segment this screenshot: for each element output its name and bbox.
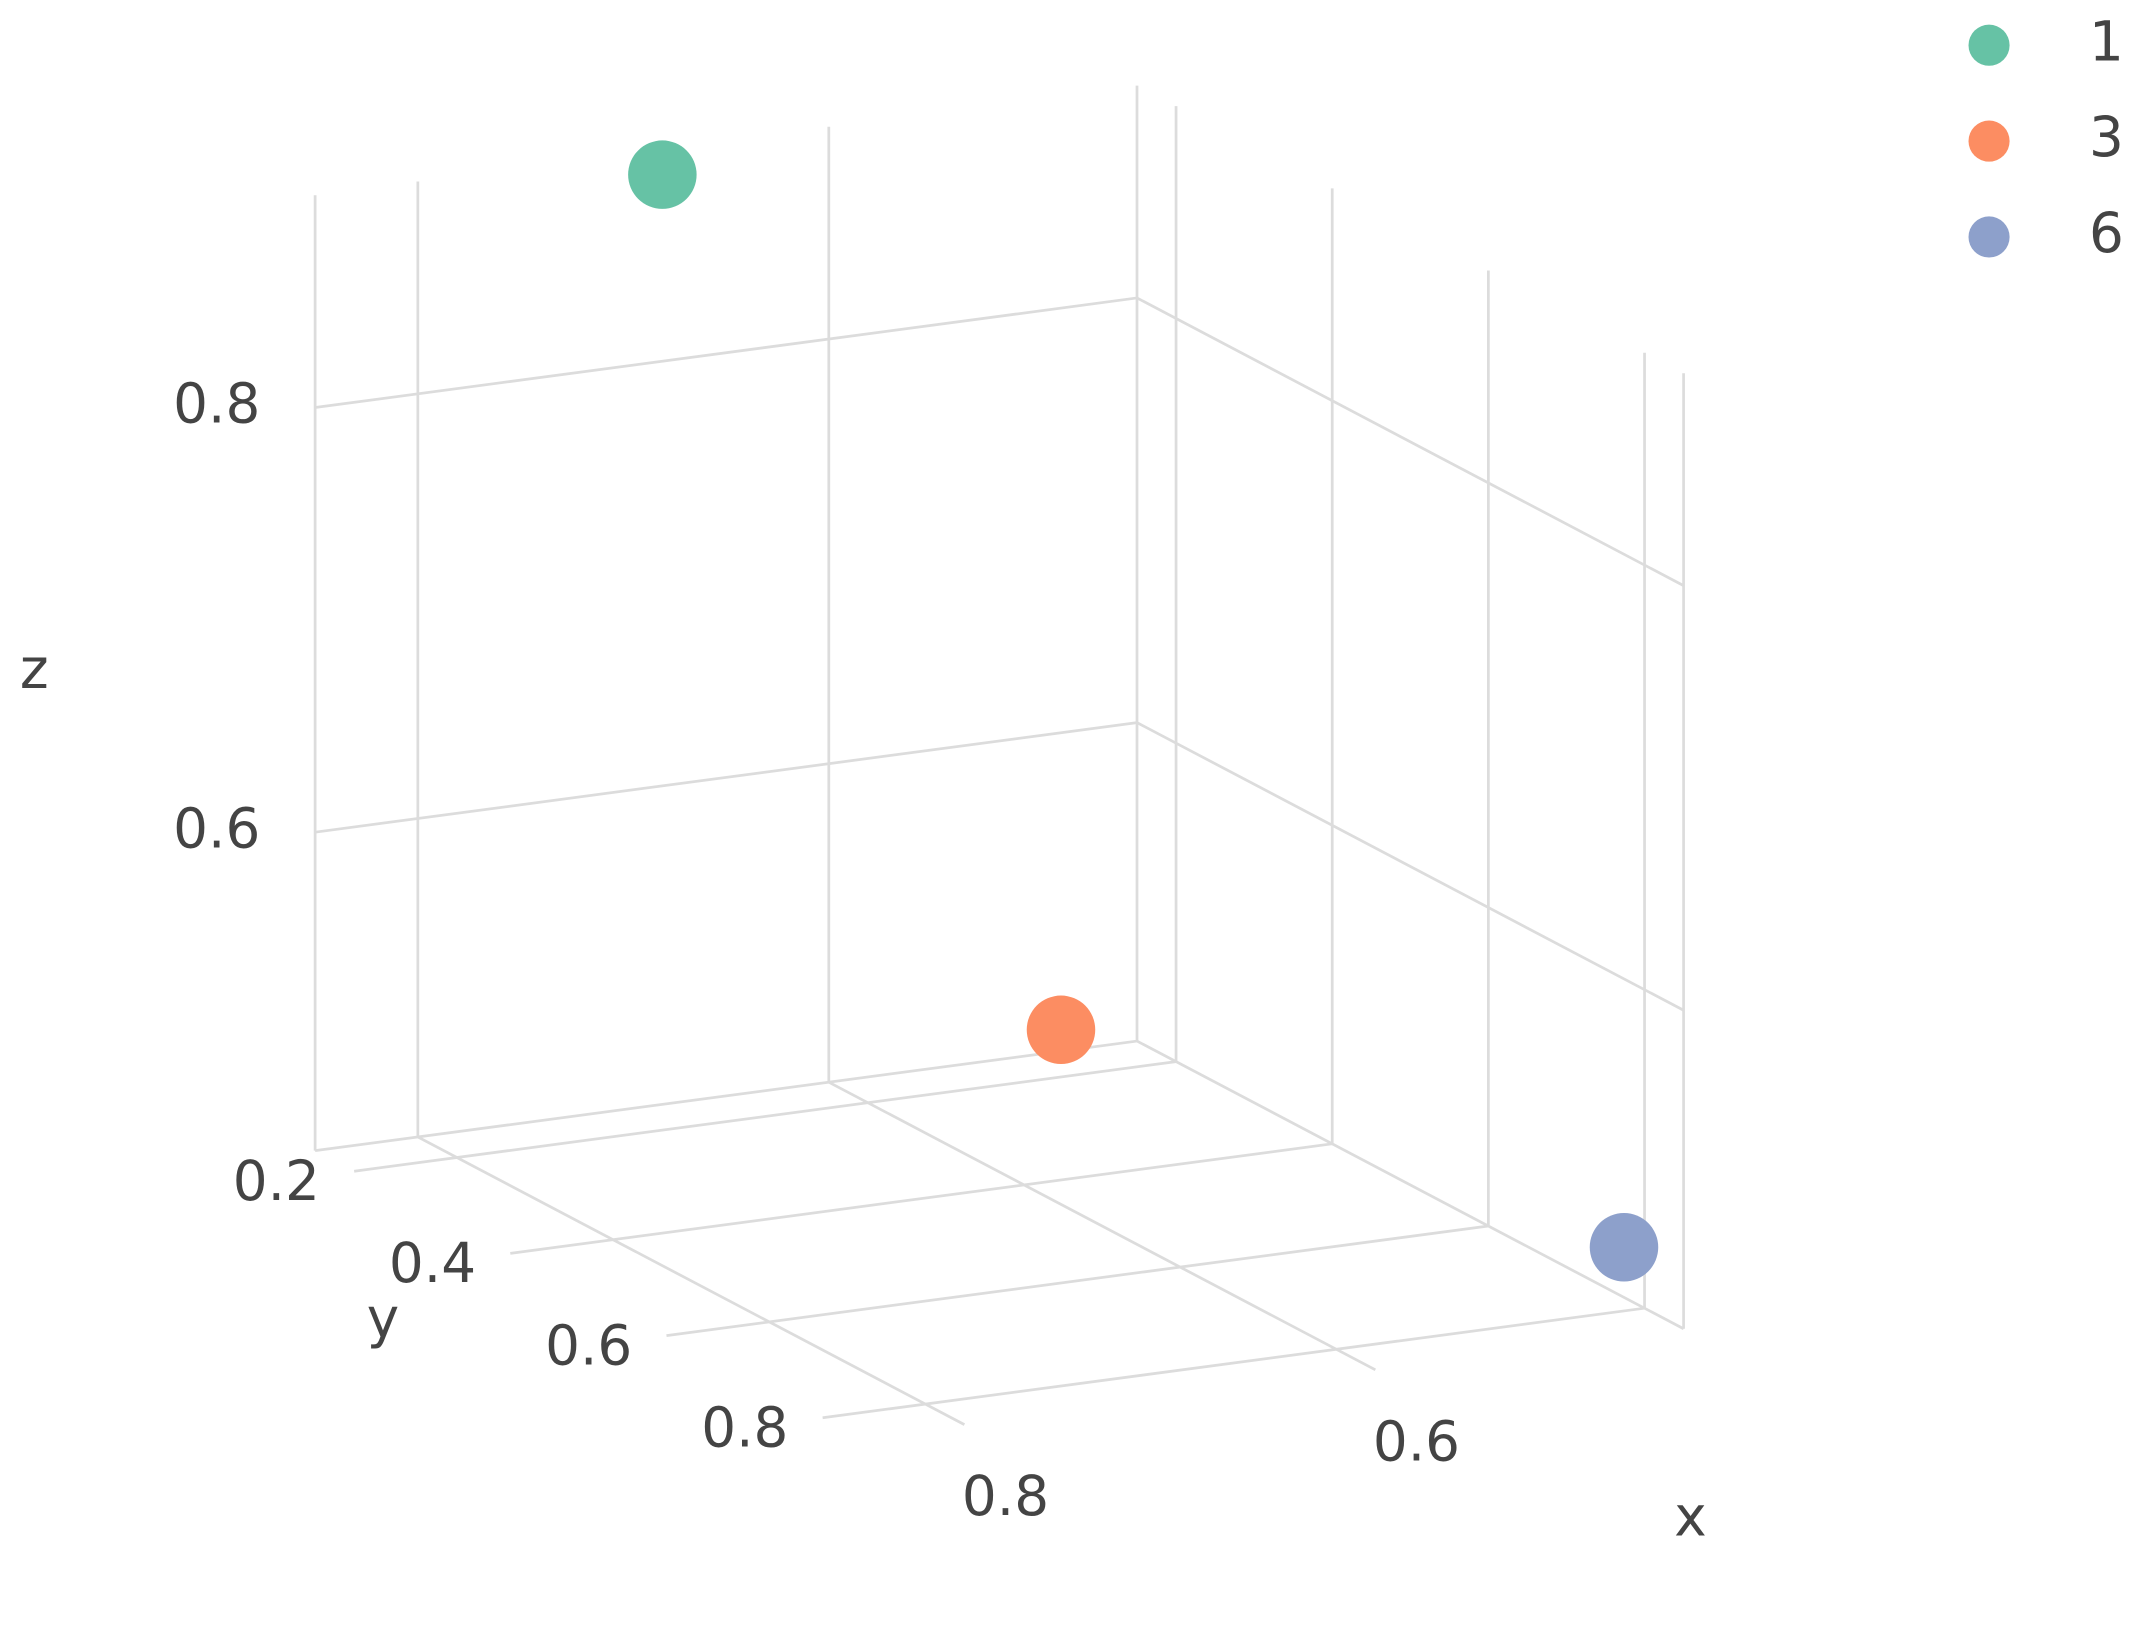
y-grid-line xyxy=(822,1306,1645,1420)
z-tick-label: 0.8 xyxy=(173,372,260,436)
z-grid-line xyxy=(1136,721,1685,1012)
box-edge xyxy=(1136,1039,1685,1330)
y-axis-title: y xyxy=(367,1286,399,1350)
y-tick-label: 0.6 xyxy=(545,1313,632,1377)
x-axis-title: x xyxy=(1674,1485,1706,1549)
legend-label[interactable]: 3 xyxy=(2089,105,2124,169)
z-grid-line xyxy=(314,721,1138,834)
legend-marker[interactable] xyxy=(1968,216,2010,258)
y-grid-line xyxy=(666,1224,1489,1337)
box-edge xyxy=(314,1039,1138,1153)
marker xyxy=(1589,1212,1659,1282)
marker xyxy=(628,140,697,209)
z-grid-line xyxy=(1136,296,1685,587)
y-tick-label: 0.8 xyxy=(701,1396,788,1460)
markers xyxy=(628,140,1659,1282)
grid xyxy=(313,85,1685,1426)
x-tick-label: 0.8 xyxy=(962,1464,1049,1528)
z-tick-label: 0.6 xyxy=(173,796,260,860)
y-tick-label: 0.2 xyxy=(233,1149,320,1213)
legend-label[interactable]: 6 xyxy=(2089,201,2124,265)
z-axis-title: z xyxy=(20,637,49,701)
z-grid-line xyxy=(314,296,1138,409)
x-tick-label: 0.6 xyxy=(1373,1409,1460,1473)
legend[interactable]: 1 3 6 xyxy=(1968,9,2124,265)
x-grid-line xyxy=(828,1080,1377,1372)
x-grid-line xyxy=(417,1135,966,1426)
legend-label[interactable]: 1 xyxy=(2089,9,2124,73)
legend-marker[interactable] xyxy=(1968,24,2010,66)
marker xyxy=(1026,995,1096,1065)
legend-marker[interactable] xyxy=(1968,120,2010,162)
y-grid-line xyxy=(353,1060,1177,1173)
y-tick-label: 0.4 xyxy=(389,1231,476,1295)
y-grid-line xyxy=(510,1142,1333,1255)
tick-labels: 0.6 0.8 0.2 0.4 0.6 0.8 0.6 0.8 x y z xyxy=(20,372,1707,1549)
